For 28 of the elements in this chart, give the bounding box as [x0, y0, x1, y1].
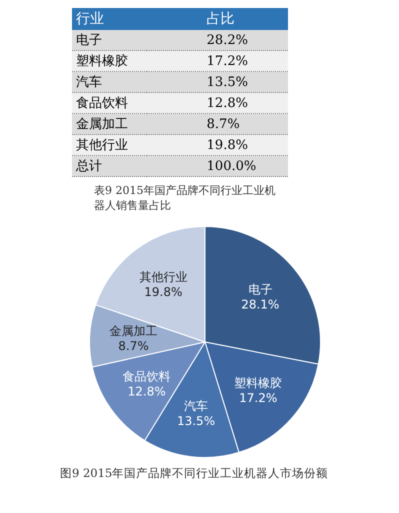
- slice-label: 电子: [248, 282, 272, 296]
- data-label: 19.8%: [144, 284, 182, 299]
- text: 28.2%: [206, 32, 248, 48]
- text: 100.0%: [206, 158, 256, 174]
- category-label: 其他行业: [72, 134, 147, 156]
- data-label: 17.2%: [239, 390, 278, 405]
- category-label: 食品饮料: [72, 92, 147, 114]
- text: 19.8%: [206, 138, 248, 152]
- slice-label: 其他行业: [139, 270, 188, 284]
- text: 8.7%: [206, 116, 240, 132]
- data-label: 8.7%: [118, 339, 149, 354]
- text: 表9 2015年国产品牌不同行业工业机器人销售量占比: [94, 183, 276, 213]
- data-label: 12.8%: [128, 384, 166, 399]
- text: 17.2%: [206, 54, 248, 68]
- category-label: 金属加工: [72, 114, 147, 134]
- category-label: 汽车: [72, 72, 147, 92]
- category-label: 电子: [72, 30, 147, 50]
- data-label: 28.1%: [241, 297, 280, 312]
- category-label: 塑料橡胶: [72, 50, 147, 72]
- text: 12.8%: [206, 96, 248, 110]
- slice-label: 塑料橡胶: [234, 376, 282, 390]
- slice-label: 汽车: [184, 399, 208, 414]
- text: 13.5%: [206, 74, 248, 90]
- slice-label: 金属加工: [110, 324, 158, 338]
- data-label: 13.5%: [176, 414, 216, 428]
- category-label: 总计: [72, 156, 147, 176]
- slice-label: 食品饮料: [122, 370, 171, 384]
- text: 图9 2015年国产品牌不同行业工业机器人市场份额: [60, 466, 330, 481]
